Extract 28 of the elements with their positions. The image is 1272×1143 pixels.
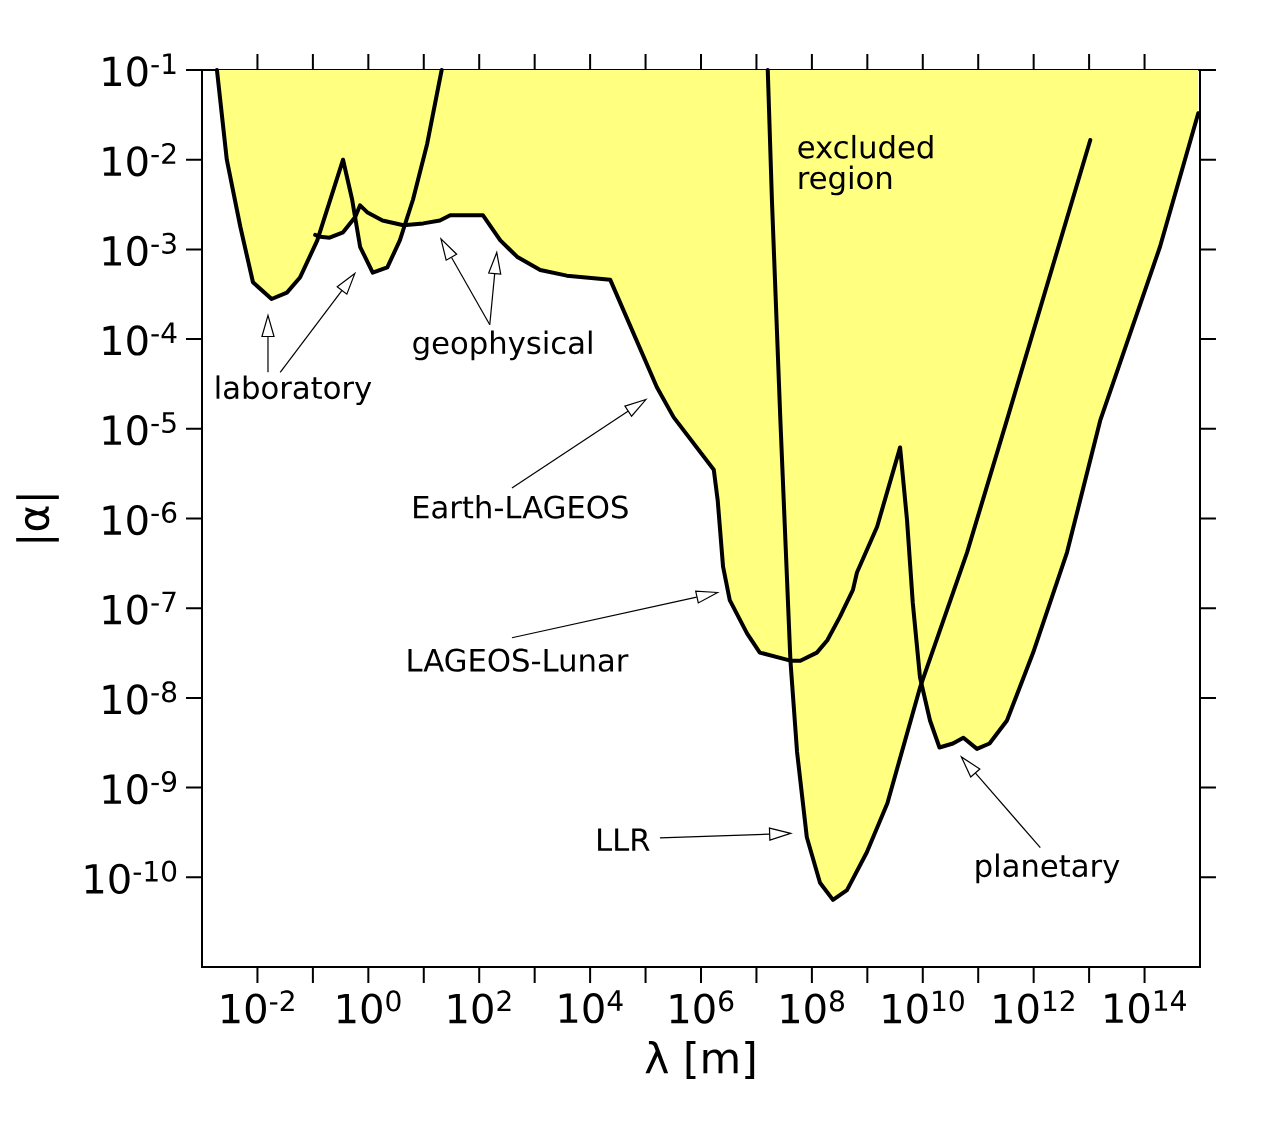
annotation: laboratory (216, 375, 372, 406)
y-tick-label: 10$^{-8}$ (103, 681, 177, 715)
x-tick-label: 10$^{14}$ (1105, 990, 1186, 1024)
x-tick-label: 10$^{12}$ (994, 990, 1074, 1024)
y-tick-label: 10$^{-1}$ (103, 53, 176, 87)
annotation: excluded region (798, 134, 933, 196)
annotation: planetary (976, 853, 1120, 884)
annotation: Earth-LAGEOS (414, 494, 628, 519)
y-tick-label: 10$^{-5}$ (103, 412, 176, 446)
x-tick-label: 10$^{6}$ (670, 990, 734, 1024)
annotation: LLR (598, 828, 650, 851)
x-axis-title: λ [m] (645, 1040, 755, 1079)
x-tick-label: 10$^{8}$ (781, 990, 844, 1024)
x-tick-label: 10$^{2}$ (448, 990, 511, 1024)
y-tick-label: 10$^{-2}$ (103, 143, 176, 177)
annotation: geophysical (413, 330, 592, 361)
x-tick-label: 10$^{4}$ (559, 990, 623, 1024)
annotation: LAGEOS-Lunar (408, 648, 629, 672)
y-tick-label: 10$^{-7}$ (103, 591, 176, 625)
y-tick-label: 10$^{-10}$ (85, 860, 177, 894)
y-axis-title: |α| (16, 495, 59, 542)
y-tick-label: 10$^{-6}$ (103, 501, 177, 536)
x-tick-label: 10$^{-2}$ (222, 990, 294, 1024)
y-tick-label: 10$^{-9}$ (103, 770, 177, 805)
y-tick-label: 10$^{-4}$ (103, 322, 177, 356)
y-tick-label: 10$^{-3}$ (103, 232, 176, 267)
x-tick-label: 10$^{10}$ (883, 990, 964, 1024)
x-tick-label: 10$^{0}$ (338, 990, 401, 1024)
